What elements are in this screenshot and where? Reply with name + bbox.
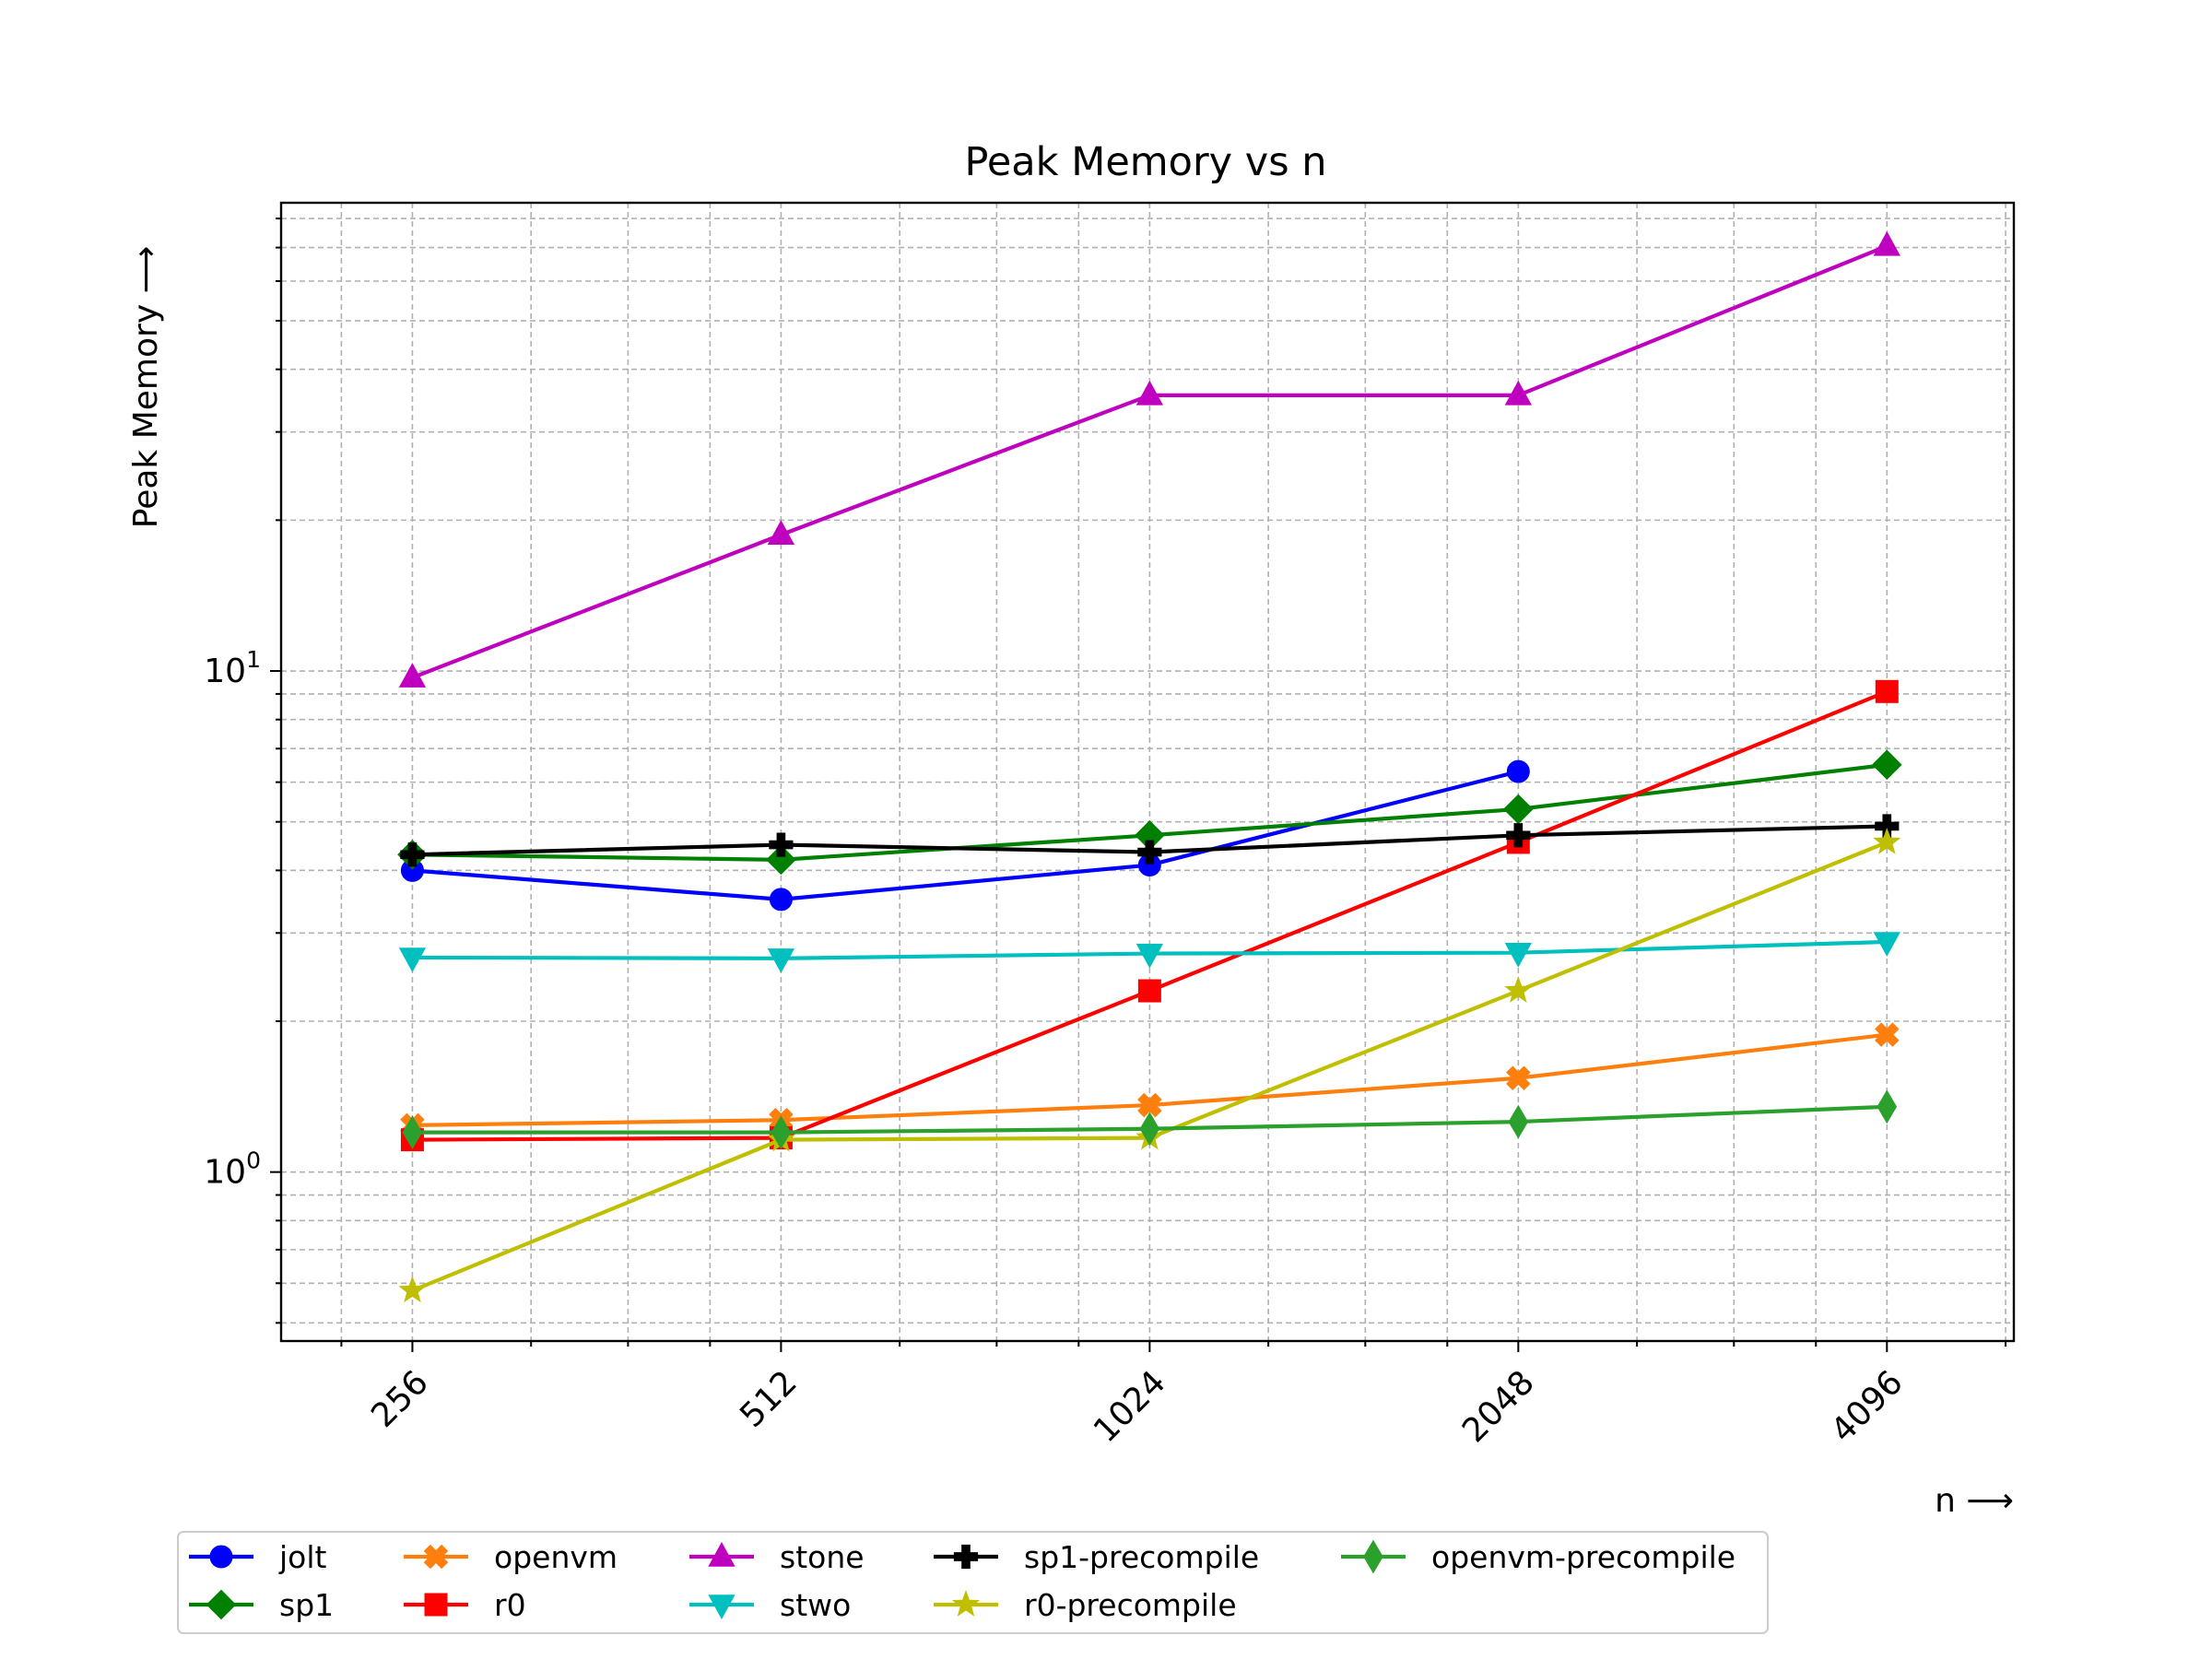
data-point-sp1 (1871, 749, 1902, 781)
legend-marker (424, 1593, 448, 1617)
data-point-openvm-precompile (771, 1115, 792, 1150)
data-point-r0 (1137, 979, 1161, 1003)
data-point-openvm (1506, 1065, 1531, 1090)
legend-item-stwo: stwo (689, 1587, 851, 1623)
data-point-jolt (1506, 759, 1530, 783)
legend-item-openvm: openvm (404, 1539, 618, 1575)
data-point-stone (1504, 380, 1532, 406)
legend-marker (953, 1544, 979, 1570)
y-axis-label: Peak Memory ⟶ (127, 246, 165, 528)
series-sp1-precompile (400, 814, 1900, 867)
series-jolt (400, 759, 1530, 912)
data-point-stwo (398, 947, 427, 972)
legend-marker (423, 1544, 449, 1570)
x-axis-label: n ⟶ (1935, 1482, 2014, 1520)
series-openvm-precompile (402, 1089, 1898, 1150)
legend-marker (206, 1589, 237, 1620)
legend-marker (708, 1594, 735, 1620)
series-layer (397, 230, 1902, 1303)
data-point-openvm (1137, 1092, 1162, 1118)
plot-area-frame (279, 201, 2016, 1343)
legend-label: r0 (494, 1587, 526, 1623)
data-point-openvm-precompile (1139, 1112, 1160, 1147)
legend-marker (951, 1590, 981, 1617)
data-point-sp1 (766, 844, 796, 876)
grid (281, 203, 2014, 1341)
legend-item-r0: r0 (404, 1587, 526, 1623)
data-point-stone (398, 663, 427, 688)
data-point-sp1-precompile (769, 832, 794, 857)
y-tick-label: 100 (204, 1147, 261, 1192)
data-point-stwo (1873, 932, 1900, 957)
data-point-r0-precompile (1873, 828, 1901, 854)
data-point-openvm (1875, 1022, 1900, 1047)
legend-label: openvm-precompile (1431, 1539, 1735, 1575)
data-point-sp1-precompile (1137, 840, 1162, 865)
legend-label: jolt (278, 1539, 327, 1575)
legend-marker (708, 1541, 735, 1567)
data-point-stone (1873, 230, 1900, 256)
data-point-stone (767, 520, 795, 545)
data-point-sp1-precompile (1506, 823, 1531, 848)
series-stone (398, 230, 1900, 688)
data-point-r0-precompile (398, 1276, 427, 1303)
chart-title: Peak Memory vs n (964, 139, 1326, 185)
data-point-r0-precompile (1504, 976, 1533, 1003)
data-point-openvm-precompile (1508, 1104, 1529, 1139)
data-point-stwo (1135, 943, 1164, 969)
legend-items: jolt sp1 openvm r0 stone stwo sp1-precompile r0… (189, 1539, 1735, 1623)
legend-item-sp1: sp1 (189, 1587, 334, 1623)
legend-label: sp1 (279, 1587, 334, 1623)
legend-marker (1363, 1539, 1383, 1574)
data-point-sp1-precompile (400, 842, 425, 867)
legend-item-stone: stone (689, 1539, 865, 1575)
y-axis: 100 101 (204, 218, 281, 1324)
data-point-openvm-precompile (1877, 1089, 1898, 1124)
series-line-jolt (412, 770, 1519, 901)
data-point-jolt (769, 888, 793, 912)
y-tick-label: 101 (204, 646, 261, 690)
legend-label: sp1-precompile (1024, 1539, 1259, 1575)
series-stwo (398, 932, 1900, 973)
legend-marker (209, 1545, 233, 1569)
legend-label: openvm (494, 1539, 618, 1575)
data-point-openvm-precompile (402, 1115, 423, 1150)
legend-label: stwo (780, 1587, 851, 1623)
legend-item-sp1-precompile: sp1-precompile (934, 1539, 1259, 1575)
legend-item-jolt: jolt (189, 1539, 327, 1575)
data-point-stwo (767, 948, 795, 973)
data-point-stone (1135, 380, 1164, 406)
legend-item-r0-precompile: r0-precompile (934, 1587, 1237, 1623)
legend-label: r0-precompile (1024, 1587, 1237, 1623)
data-point-r0 (1875, 679, 1899, 703)
legend-item-openvm-precompile: openvm-precompile (1341, 1539, 1735, 1575)
legend: jolt sp1 openvm r0 stone stwo sp1-precompile r0… (177, 1531, 1769, 1634)
data-point-stwo (1504, 942, 1532, 968)
legend-label: stone (780, 1539, 865, 1575)
